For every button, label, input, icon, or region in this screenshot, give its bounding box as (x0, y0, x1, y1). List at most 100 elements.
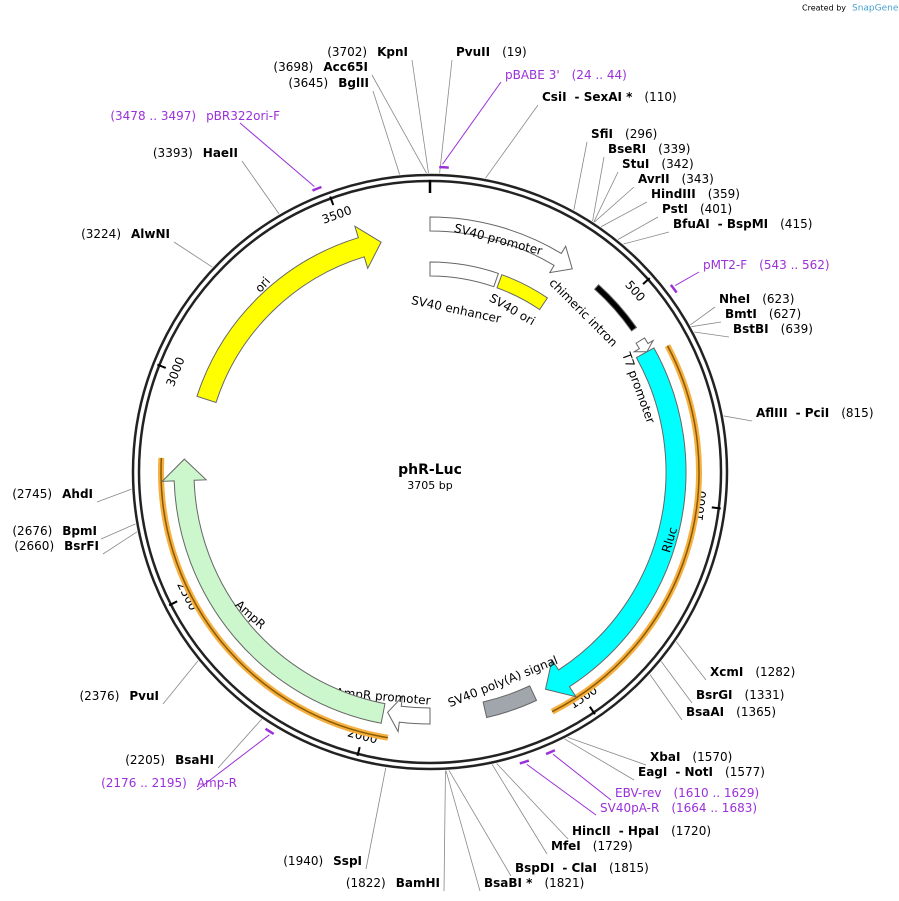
primer-mark (545, 749, 556, 756)
tick-label: 3500 (320, 203, 353, 227)
site-label: (3698) Acc65I (273, 60, 368, 74)
site-text: (2205) (125, 753, 165, 767)
site-line (496, 763, 569, 840)
site-label: StuI (342) (622, 157, 694, 171)
site-line (691, 321, 722, 328)
site-text: BsaHI (175, 753, 214, 767)
site-text: (1282) (755, 665, 795, 679)
primer-mark (264, 727, 275, 735)
feature (429, 216, 573, 274)
site-label: (3645) BglII (288, 76, 369, 90)
site-text: (1815) (609, 861, 649, 875)
credit-brand: SnapGene (852, 4, 899, 14)
site-text: (1331) (745, 688, 785, 702)
site-text: StuI (622, 157, 649, 171)
primer-text: (543 .. 562) (759, 258, 829, 272)
site-line (371, 74, 427, 174)
primer-label: (3478 .. 3497) pBR322ori-F (110, 109, 280, 123)
site-text: (1720) (671, 824, 711, 838)
site-line (573, 141, 588, 210)
feature-highlight-line (160, 457, 389, 739)
site-line (617, 216, 659, 240)
site-label: AvrII (343) (638, 172, 714, 186)
site-text: (1365) (736, 705, 776, 719)
site-label: PvuII (19) (456, 45, 527, 59)
primer-line (526, 763, 597, 816)
site-text: (343) (682, 172, 714, 186)
tick-label: 500 (622, 278, 648, 304)
site-text: BglII (338, 76, 369, 90)
site-text: (1822) (346, 876, 386, 890)
primer-text: (1610 .. 1629) (673, 786, 759, 800)
site-label: (3393) HaeII (153, 146, 238, 160)
site-text: - ClaI (562, 861, 597, 875)
site-label: XbaI (1570) (650, 750, 732, 764)
site-label: SfiI (296) (591, 127, 657, 141)
primer-label: pMT2-F (543 .. 562) (703, 258, 830, 272)
primer-text: pMT2-F (703, 258, 747, 272)
feature (160, 458, 386, 724)
plasmid-length: 3705 bp (407, 479, 452, 492)
site-text: Acc65I (323, 60, 368, 74)
site-label: BfuAI - BspMI (415) (673, 217, 812, 231)
site-text: (2660) (14, 539, 54, 553)
site-label: (2205) BsaHI (125, 753, 214, 767)
site-text: MfeI (551, 839, 581, 853)
site-text: (1577) (725, 765, 765, 779)
site-text: (639) (781, 322, 813, 336)
tick-mark (711, 506, 721, 510)
site-text: (339) (658, 142, 690, 156)
site-text: (342) (661, 157, 693, 171)
tick-mark (356, 746, 361, 757)
primer-text: (1664 .. 1683) (671, 801, 757, 815)
site-text: BseRI (608, 142, 646, 156)
site-text: BstBI (733, 322, 769, 336)
site-text: (2676) (12, 524, 52, 538)
primer-text: Amp-R (197, 776, 237, 790)
site-text: - HpaI (619, 824, 659, 838)
feature (496, 274, 549, 311)
site-line (445, 770, 481, 892)
site-text: (19) (502, 45, 527, 59)
site-text: NheI (719, 292, 750, 306)
site-text: BmtI (725, 307, 757, 321)
primer-line (674, 271, 700, 287)
site-line (594, 186, 635, 223)
site-text: (1570) (692, 750, 732, 764)
site-text: SspI (333, 854, 362, 868)
site-line (162, 660, 199, 705)
tick-label: 3000 (163, 355, 187, 389)
site-line (660, 661, 693, 704)
primer-line (552, 753, 612, 801)
feature (632, 337, 655, 353)
site-line (690, 306, 716, 326)
site-text: SfiI (591, 127, 613, 141)
site-text: HincII (572, 824, 611, 838)
primer-label: SV40pA-R (1664 .. 1683) (600, 801, 757, 815)
site-label: (3702) KpnI (327, 45, 408, 59)
site-line (649, 674, 683, 721)
feature (429, 261, 500, 288)
primer-text: (3478 .. 3497) (110, 109, 196, 123)
primer-label: (2176 .. 2195) Amp-R (101, 776, 237, 790)
primer-line (442, 81, 502, 165)
site-line (448, 770, 512, 877)
site-line (439, 59, 453, 174)
site-line (723, 415, 753, 422)
site-label: AflIII - PciI (815) (756, 406, 874, 420)
site-line (100, 523, 136, 540)
site-label: NheI (623) (719, 292, 794, 306)
site-text: (2376) (79, 689, 119, 703)
site-text: (3224) (81, 227, 121, 241)
feature (593, 284, 638, 332)
primer-line (196, 734, 270, 791)
site-text: XcmI (710, 665, 743, 679)
site-text: BspDI (515, 861, 554, 875)
tick-mark (329, 196, 335, 206)
tick-mark (168, 600, 178, 607)
site-label: (1940) SspI (283, 854, 362, 868)
site-text: (2745) (12, 487, 52, 501)
site-line (372, 90, 401, 175)
site-label: (1822) BamHI (346, 876, 440, 890)
